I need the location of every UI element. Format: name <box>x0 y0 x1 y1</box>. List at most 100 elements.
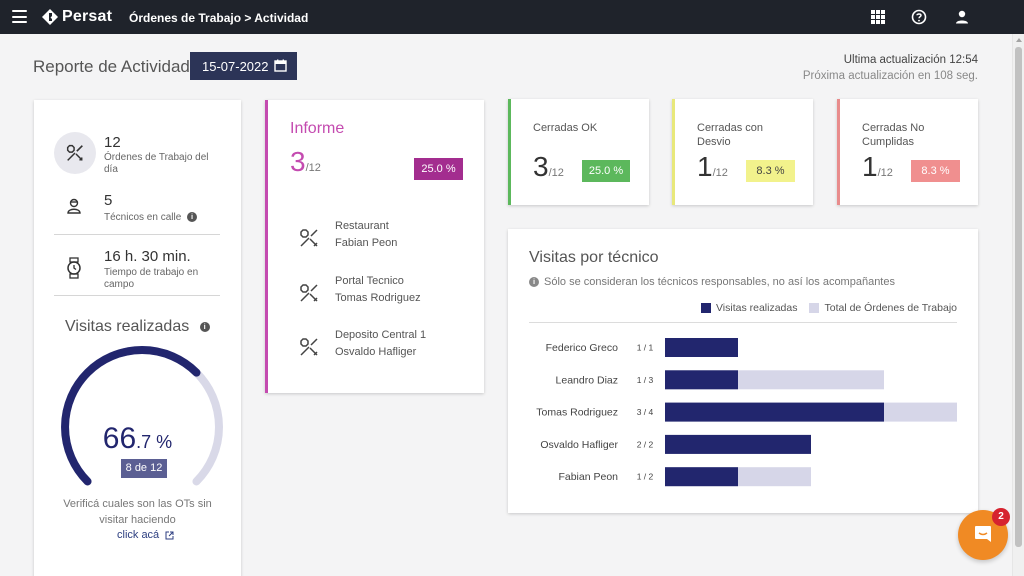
technician-icon <box>67 198 81 214</box>
page-title: Reporte de Actividad <box>33 57 190 76</box>
bar-category-label: Leandro Diaz <box>556 374 618 386</box>
tools-icon <box>66 144 83 161</box>
cerradas-no-cumplidas-badge: 8.3 % <box>911 160 960 182</box>
breadcrumb: Órdenes de Trabajo > Actividad <box>129 11 309 25</box>
gauge-progress <box>61 346 201 486</box>
tools-icon-circle <box>54 132 96 174</box>
info-icon[interactable]: i <box>199 321 210 332</box>
cerradas-no-cumplidas-card[interactable]: Cerradas No Cumplidas 1/12 8.3 % <box>837 99 978 205</box>
watch-icon <box>67 257 81 279</box>
cerradas-ok-value: 3 <box>533 151 549 182</box>
informe-item-tech: Fabian Peon <box>335 237 398 249</box>
cerradas-no-cumplidas-count: 1/12 <box>862 151 893 183</box>
visitas-percent: 66.7 % <box>34 422 241 456</box>
informe-card[interactable]: Informe 3/12 25.0 % Restaurant Fabian Pe… <box>265 100 484 393</box>
informe-item-place: Portal Tecnico <box>335 275 404 287</box>
bar-value-label: 3 / 4 <box>637 407 654 417</box>
visitas-badge: 8 de 12 <box>121 459 167 478</box>
info-icon[interactable]: i <box>187 212 198 223</box>
informe-of: /12 <box>305 162 321 174</box>
chart-legend: Visitas realizadas Total de Órdenes de T… <box>700 302 957 314</box>
chat-button[interactable] <box>958 510 1008 560</box>
tiempo-label: Tiempo de trabajo en campo <box>104 267 199 290</box>
ordenes-count: 12 <box>104 134 121 151</box>
help-icon[interactable] <box>911 9 927 25</box>
informe-title: Informe <box>290 120 345 137</box>
informe-item-tech: Osvaldo Hafliger <box>335 346 417 358</box>
chart-note: Sólo se consideran los técnicos responsa… <box>544 276 895 288</box>
legend-total: Total de Órdenes de Trabajo <box>824 302 957 314</box>
menu-icon[interactable] <box>12 10 27 23</box>
informe-item-place: Restaurant <box>335 220 389 232</box>
divider <box>54 234 220 235</box>
tools-icon <box>300 284 318 302</box>
cerradas-desvio-count: 1/12 <box>697 151 728 183</box>
last-update: Ultima actualización 12:54 <box>843 54 978 66</box>
visitas-title-row: Visitas realizadas i <box>65 318 210 336</box>
bar-category-label: Federico Greco <box>546 342 619 354</box>
bar-value-label: 2 / 2 <box>637 439 654 449</box>
scrollbar-thumb[interactable] <box>1015 47 1022 547</box>
scroll-up-arrow-icon[interactable] <box>1016 38 1022 42</box>
chat-icon <box>975 526 991 542</box>
date-value: 15-07-2022 <box>202 58 269 74</box>
informe-item-place: Deposito Central 1 <box>335 329 427 341</box>
update-info: Ultima actualización 12:54 Próxima actua… <box>803 52 978 84</box>
informe-badge: 25.0 % <box>414 158 463 180</box>
informe-list-item[interactable]: Restaurant Fabian Peon <box>295 220 475 256</box>
top-navigation-bar: Persat Órdenes de Trabajo > Actividad <box>0 0 1024 34</box>
cerradas-no-cumplidas-title: Cerradas No Cumplidas <box>862 122 925 148</box>
tiempo-value: 16 h. 30 min. <box>104 248 191 265</box>
bar-category-label: Osvaldo Hafliger <box>540 439 618 451</box>
page-scrollbar[interactable] <box>1012 34 1024 576</box>
chat-notification-badge: 2 <box>992 508 1010 526</box>
informe-count: 3/12 <box>290 146 321 178</box>
cerradas-ok-badge: 25.0 % <box>582 160 630 182</box>
visitas-gauge <box>61 346 223 486</box>
bar-visitas[interactable] <box>665 467 738 487</box>
chart-note-row: i Sólo se consideran los técnicos respons… <box>529 276 895 288</box>
date-picker-button[interactable]: 15-07-2022 <box>190 52 297 80</box>
chart-title: Visitas por técnico <box>529 249 659 266</box>
bar-category-label: Tomas Rodriguez <box>536 407 618 419</box>
cerradas-ok-count: 3/12 <box>533 151 564 183</box>
click-aca-link[interactable]: click acá <box>117 529 174 541</box>
legend-visitas: Visitas realizadas <box>715 302 798 314</box>
legend-swatch-total <box>809 303 820 313</box>
ordenes-label: Órdenes de Trabajo del día <box>104 152 209 175</box>
bar-value-label: 1 / 3 <box>637 375 654 385</box>
informe-list-item[interactable]: Deposito Central 1 Osvaldo Hafliger <box>295 329 475 365</box>
bar-category-label: Fabian Peon <box>558 471 618 483</box>
bar-visitas[interactable] <box>665 338 738 357</box>
cerradas-desvio-title: Cerradas con Desvio <box>697 122 764 148</box>
visitas-por-tecnico-card: Visitas por técnico i Sólo se consideran … <box>508 229 978 513</box>
informe-value: 3 <box>290 146 306 177</box>
informe-list-item[interactable]: Portal Tecnico Tomas Rodriguez <box>295 275 475 311</box>
grid-apps-icon[interactable] <box>870 9 886 25</box>
divider <box>529 322 957 323</box>
visitas-title: Visitas realizadas <box>65 318 190 335</box>
app-logo[interactable]: Persat <box>41 8 112 26</box>
click-aca-text[interactable]: click acá <box>117 529 160 541</box>
visitas-percent-int: 66 <box>102 422 137 455</box>
cerradas-no-cumplidas-of: /12 <box>877 167 893 179</box>
tools-icon <box>300 229 318 247</box>
tecnicos-label-row: Técnicos en calle i <box>104 212 234 224</box>
cerradas-no-cumplidas-value: 1 <box>862 151 878 182</box>
bar-visitas[interactable] <box>665 402 884 422</box>
user-icon[interactable] <box>954 9 970 25</box>
divider <box>54 295 220 296</box>
summary-card: 12 Órdenes de Trabajo del día 5 Técnicos… <box>34 100 241 576</box>
app-name: Persat <box>62 8 113 25</box>
cerradas-ok-card[interactable]: Cerradas OK 3/12 25.0 % <box>508 99 649 205</box>
visitas-bar-chart: Federico Greco 1 / 1 Leandro Diaz 1 / 3 Toma… <box>536 338 957 487</box>
bar-visitas[interactable] <box>665 434 811 454</box>
persat-logo-icon <box>42 9 58 25</box>
bar-value-label: 1 / 2 <box>637 472 654 482</box>
cerradas-ok-of: /12 <box>548 167 564 179</box>
cerradas-desvio-badge: 8.3 % <box>746 160 795 182</box>
bar-visitas[interactable] <box>665 370 738 390</box>
cerradas-ok-title: Cerradas OK <box>533 122 598 134</box>
tecnicos-count: 5 <box>104 192 113 209</box>
cerradas-desvio-card[interactable]: Cerradas con Desvio 1/12 8.3 % <box>672 99 813 205</box>
